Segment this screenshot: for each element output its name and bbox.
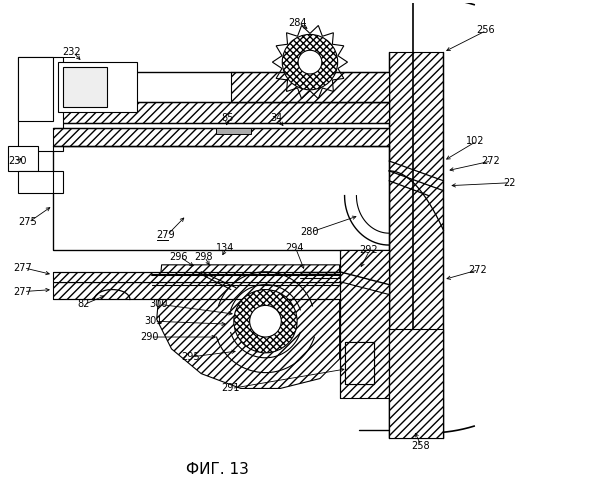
Text: 258: 258 [411,441,430,451]
Text: 280: 280 [300,227,319,237]
Bar [345,342,375,384]
Bar [231,72,389,102]
Text: 275: 275 [18,218,37,228]
Bar [345,342,375,384]
Polygon shape [157,265,340,388]
Text: 295: 295 [181,352,200,362]
Text: 272: 272 [468,265,487,275]
Circle shape [298,50,322,74]
Text: 256: 256 [476,26,495,36]
Text: 102: 102 [466,136,485,146]
Text: 134: 134 [216,243,234,253]
Bar [18,57,63,151]
Text: 230: 230 [9,156,27,166]
Text: 290: 290 [140,332,158,342]
Bar [58,62,137,112]
Text: 301: 301 [144,316,162,326]
Bar [63,67,107,106]
Text: 277: 277 [13,286,32,296]
Text: 300: 300 [150,300,168,310]
Bar [389,52,443,438]
Bar [53,146,389,250]
Text: 277: 277 [13,263,32,273]
Bar [340,250,389,398]
Text: 291: 291 [221,384,240,394]
Text: 298: 298 [194,252,213,262]
Text: 85: 85 [221,114,234,124]
Text: 272: 272 [481,156,500,166]
Bar [53,272,389,281]
Bar [53,282,389,300]
Bar [216,128,251,134]
Text: 232: 232 [63,47,82,57]
Text: ФИГ. 13: ФИГ. 13 [186,462,249,477]
Text: 294: 294 [285,243,303,253]
Circle shape [282,34,338,90]
Bar [53,102,389,124]
Text: 279: 279 [157,230,175,240]
Text: 284: 284 [288,18,306,28]
Bar [18,171,63,192]
Text: 22: 22 [503,178,516,188]
Bar [389,329,443,438]
Circle shape [249,306,281,337]
Circle shape [234,290,297,353]
Text: 82: 82 [78,300,90,310]
Text: 296: 296 [170,252,188,262]
Bar [18,57,53,122]
Text: 292: 292 [359,245,378,255]
Text: 34: 34 [270,114,283,124]
Bar [9,146,38,171]
Bar [53,128,389,146]
